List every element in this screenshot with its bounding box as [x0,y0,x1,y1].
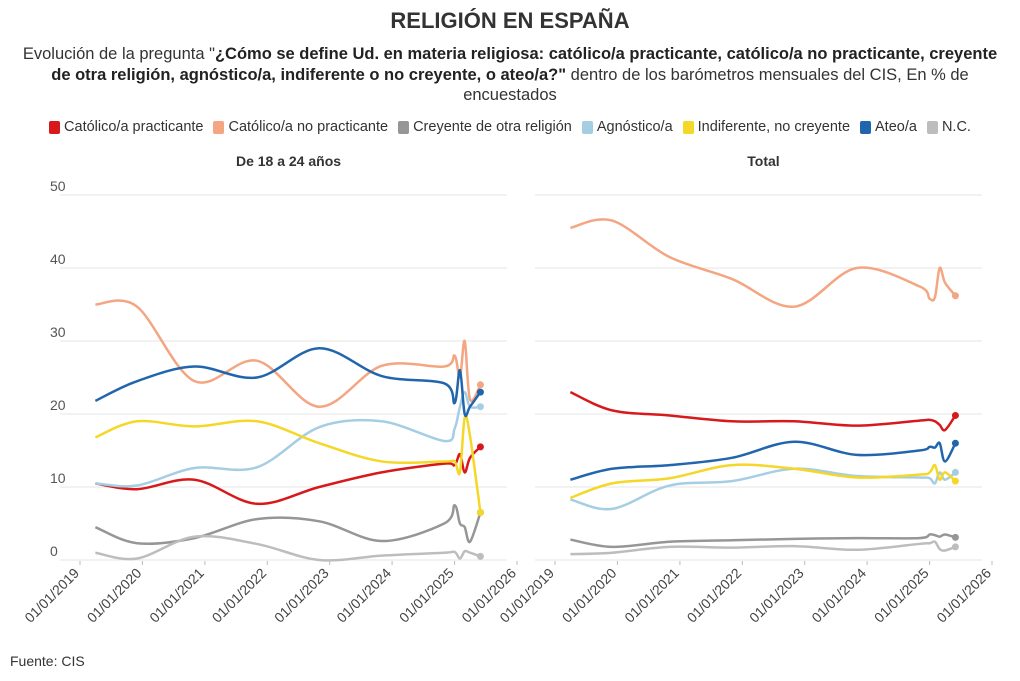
series-line [94,503,482,545]
legend-swatch [213,120,225,134]
legend-label: Católico/a no practicante [228,119,389,135]
end-point [951,411,959,419]
series-line [570,218,957,308]
end-point [476,403,484,411]
series-line [569,390,957,432]
end-point [476,552,484,560]
legend-label: Indiferente, no creyente [697,119,851,135]
legend-label: N.C. [941,119,971,135]
end-point [476,381,484,389]
x-tick-label: 01/01/2020 [84,565,145,626]
legend-item: Católico/a practicante [49,119,203,135]
x-tick-label: 01/01/2022 [684,565,745,626]
x-tick-label: 01/01/2022 [209,565,270,626]
legend-label: Ateo/a [875,119,917,135]
end-point [476,388,484,396]
x-tick-label: 01/01/2020 [559,565,620,626]
legend-swatch [49,120,61,134]
end-point [951,292,959,300]
x-tick-label: 01/01/2024 [808,565,869,626]
legend-swatch [682,120,694,134]
legend-item: Agnóstico/a [581,119,673,135]
subtitle-part: Evolución de la pregunta " [22,45,215,63]
legend-label: Agnóstico/a [596,119,673,135]
end-point [951,468,959,476]
series-line [570,540,956,556]
x-tick-label: 01/01/2024 [333,565,394,626]
source: Fuente: CIS [10,653,85,669]
y-tick-label: 40 [50,251,66,267]
legend-swatch [398,120,410,134]
x-tick-label: 01/01/2021 [621,565,682,626]
y-tick-label: 30 [50,324,66,340]
subtitle-part: ¿Cómo se define Ud. en materia religiosa… [51,45,998,84]
end-point [951,543,959,551]
x-tick-label: 01/01/2026 [933,565,994,626]
x-tick-label: 01/01/2021 [146,565,207,626]
legend-item: Creyente de otra religión [398,119,572,135]
panel-title: Total [747,153,779,169]
series-line [569,463,957,500]
x-tick-label: 01/01/2023 [746,565,807,626]
legend-item: Católico/a no practicante [213,119,388,135]
subtitle-part: dentro de los barómetros mensuales del C… [463,65,969,105]
y-tick-label: 10 [50,470,66,486]
legend-swatch [581,120,593,134]
legend-label: Católico/a practicante [64,119,204,135]
end-point [476,509,484,517]
series-line [570,467,957,511]
series-line [94,347,482,418]
x-tick-label: 01/01/2023 [271,565,332,626]
legend-item: Indiferente, no creyente [682,119,851,135]
x-tick-label: 01/01/2025 [396,565,457,626]
end-point [951,477,959,485]
series-line [570,533,956,549]
title: RELIGIÓN EN ESPAÑA [390,8,630,33]
legend-swatch [860,120,872,134]
x-tick-label: 01/01/2025 [871,565,932,626]
end-point [951,439,959,447]
series-line [95,534,481,562]
series-line [95,299,482,408]
series-line [95,445,482,506]
y-tick-label: 20 [50,397,66,413]
subtitle: Evolución de la pregunta "¿Cómo se defin… [15,44,1005,106]
series-line [95,390,481,488]
y-tick-label: 50 [50,178,66,194]
series-line [570,440,957,481]
y-tick-label: 0 [50,543,58,559]
panel-title: De 18 a 24 años [236,153,341,169]
legend: Católico/a practicante Católico/a no prac… [0,119,1020,135]
legend-item: Ateo/a [860,119,917,135]
end-point [476,443,484,451]
legend-swatch [926,120,938,134]
end-point [951,533,959,541]
x-tick-label: 01/01/2019 [21,565,82,626]
legend-label: Creyente de otra religión [413,119,572,135]
legend-item: N.C. [926,119,971,135]
